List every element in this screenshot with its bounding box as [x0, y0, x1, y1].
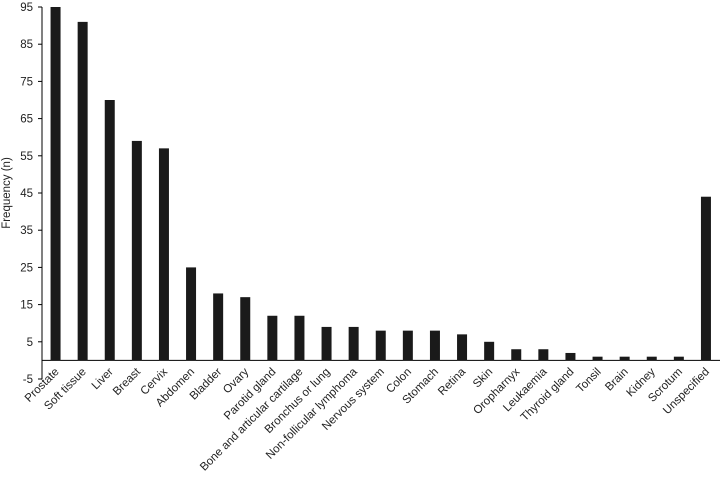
bar-stomach: [429, 330, 440, 361]
y-tick-label: 45: [20, 188, 33, 200]
y-tick-label: 25: [20, 262, 33, 274]
category-label: Skin: [471, 366, 495, 390]
bar-abdomen: [186, 267, 197, 361]
y-tick-label: 75: [20, 76, 33, 88]
bar-parotid-gland: [267, 315, 278, 361]
y-tick-label: 15: [20, 300, 33, 312]
bar-unspecified: [700, 196, 711, 361]
bar-cervix: [158, 148, 169, 361]
bar-tonsil: [592, 356, 603, 361]
bar-breast: [131, 140, 142, 361]
bar-oropharnyx: [511, 349, 522, 361]
bar-bone-and-articular-cartilage: [294, 315, 305, 361]
y-tick-label: 65: [20, 114, 33, 126]
bars: [50, 7, 711, 361]
bar-thyroid-gland: [565, 352, 576, 361]
bar-prostate: [50, 7, 61, 361]
y-tick-label: 5: [27, 337, 33, 349]
bar-bronchus-or-lung: [321, 326, 332, 361]
bar-bladder: [213, 293, 224, 361]
category-label: Retina: [436, 366, 468, 398]
bar-colon: [402, 330, 413, 361]
bar-liver: [104, 100, 115, 361]
bar-soft-tissue: [77, 21, 88, 361]
bar-leukaemia: [538, 349, 549, 361]
bar-kidney: [646, 356, 657, 361]
y-tick-label: 55: [20, 151, 33, 163]
bar-brain: [619, 356, 630, 361]
y-tick-label: 95: [20, 2, 33, 14]
y-tick-label: -5: [23, 374, 33, 386]
y-axis-title: Frequency (n): [1, 157, 13, 229]
bar-non-follicular-lymphoma: [348, 326, 359, 361]
bar-nervous-system: [375, 330, 386, 361]
bar-retina: [457, 334, 468, 361]
bar-scrotum: [673, 356, 684, 361]
category-label: Breast: [111, 365, 144, 398]
bar-skin: [484, 341, 495, 361]
category-label: Tonsil: [574, 366, 603, 395]
y-tick-label: 35: [20, 225, 33, 237]
y-tick-labels: -5 5 15 25 35 45 55 65 75 85 95: [20, 2, 42, 386]
bar-ovary: [240, 297, 251, 361]
y-tick-label: 85: [20, 39, 33, 51]
